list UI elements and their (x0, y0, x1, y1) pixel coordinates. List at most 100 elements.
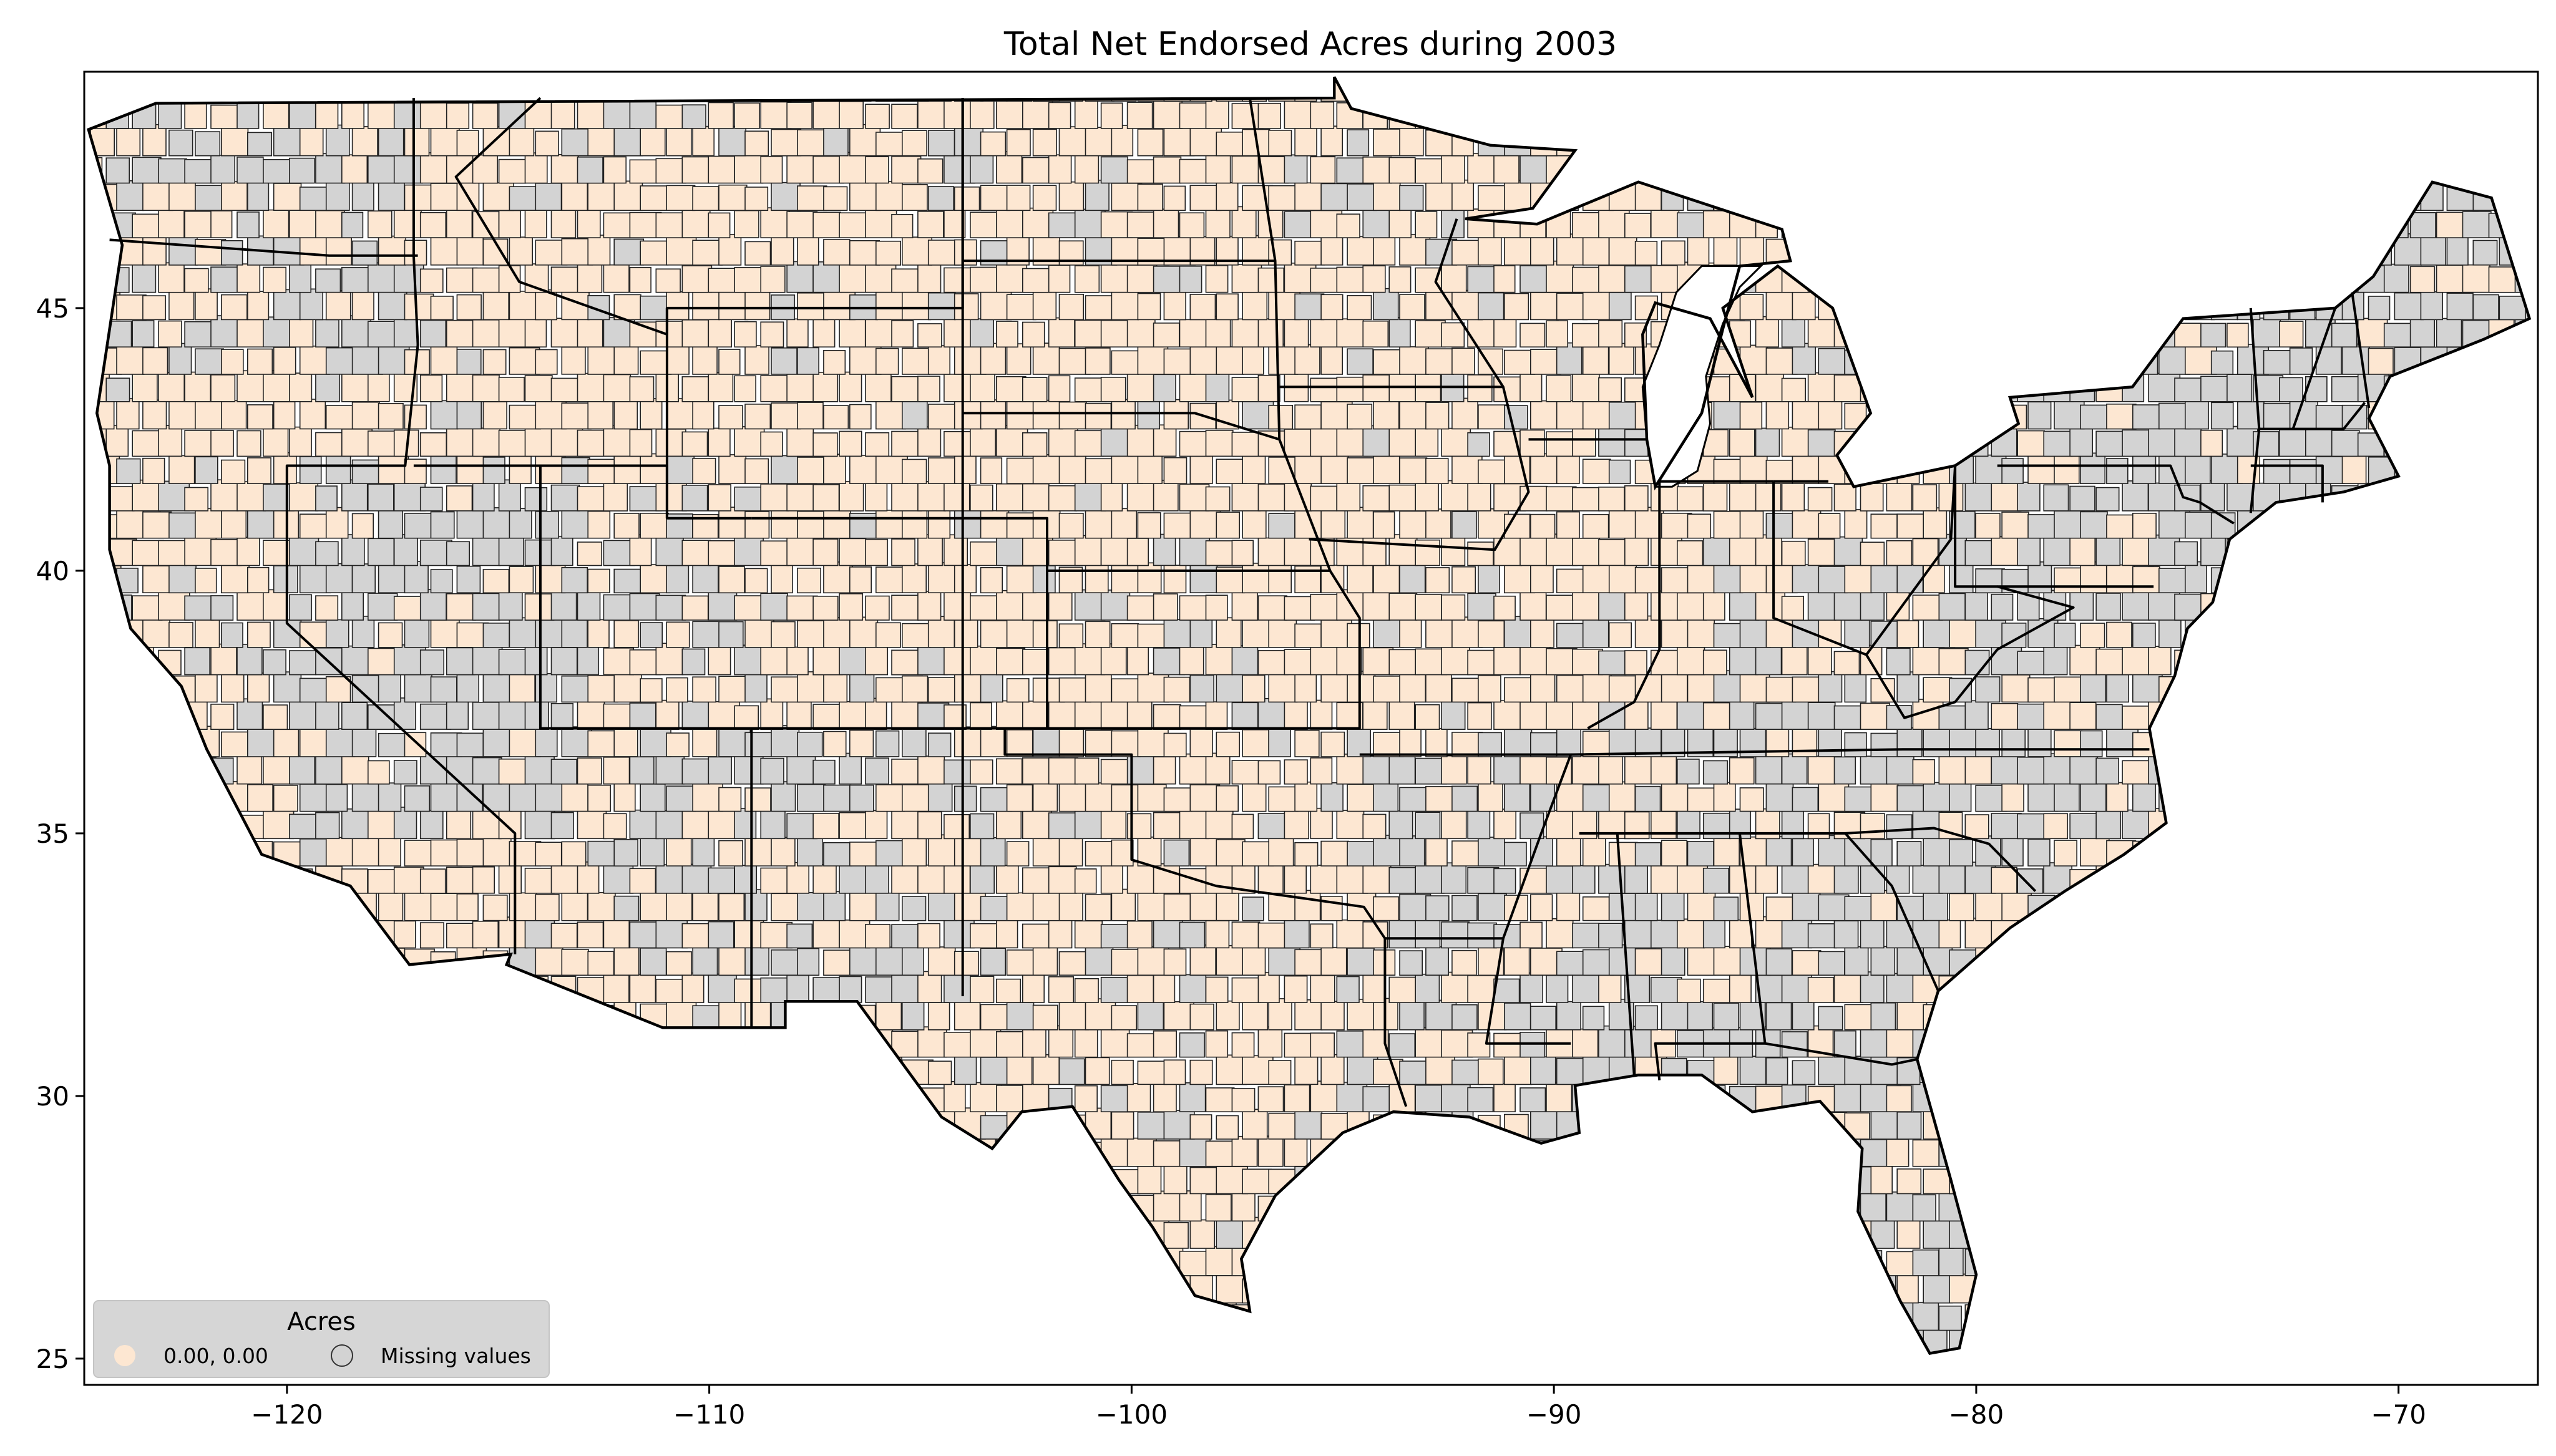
county-polygon (1347, 561, 1373, 594)
county-polygon (1373, 180, 1401, 211)
county-polygon (629, 159, 658, 184)
county-polygon (342, 47, 366, 74)
county-polygon (367, 372, 390, 402)
county-polygon (2054, 623, 2076, 648)
county-polygon (2315, 405, 2346, 430)
county-polygon (1425, 673, 1452, 703)
county-polygon (1729, 588, 1760, 621)
county-polygon (1320, 840, 1350, 866)
county-polygon (970, 49, 995, 74)
county-polygon (970, 759, 993, 785)
county-polygon (1807, 923, 1837, 949)
county-polygon (1399, 787, 1427, 812)
county-polygon (1519, 534, 1551, 566)
county-polygon (578, 49, 599, 74)
county-polygon (404, 404, 427, 430)
county-polygon (666, 889, 693, 921)
county-polygon (1242, 507, 1267, 539)
county-polygon (1546, 595, 1574, 621)
county-polygon (237, 319, 267, 348)
county-polygon (970, 595, 1000, 621)
county-polygon (1729, 646, 1758, 676)
county-polygon (1373, 781, 1399, 812)
county-polygon (2069, 702, 2097, 730)
county-polygon (1058, 834, 1083, 866)
county-polygon (1362, 700, 1388, 730)
county-polygon (1284, 918, 1310, 949)
county-polygon (1546, 320, 1569, 348)
county-polygon (1530, 349, 1562, 375)
county-polygon (902, 459, 927, 484)
county-polygon (1677, 862, 1709, 894)
county-polygon (1938, 863, 1966, 894)
state-boundary (539, 465, 753, 1028)
county-polygon (1451, 179, 1474, 211)
county-polygon (1294, 949, 1325, 976)
county-polygon (2069, 813, 2098, 840)
county-polygon (509, 892, 537, 921)
county-polygon (1111, 125, 1134, 157)
county-polygon (708, 102, 734, 129)
county-polygon (1320, 896, 1343, 921)
county-polygon (325, 347, 354, 375)
county-polygon (666, 125, 692, 157)
county-polygon (1870, 838, 1893, 866)
county-polygon (1572, 972, 1604, 1003)
county-polygon (1310, 646, 1341, 676)
county-polygon (404, 672, 432, 703)
county-polygon (1896, 999, 1928, 1031)
county-polygon (1938, 593, 1966, 621)
county-polygon (1923, 561, 1945, 594)
county-polygon (378, 235, 406, 266)
county-polygon (587, 397, 614, 430)
county-polygon (509, 508, 532, 539)
county-polygon (2263, 349, 2293, 375)
county-polygon (1661, 891, 1685, 921)
county-polygon (1781, 1031, 1808, 1058)
county-polygon (865, 432, 890, 457)
county-polygon (1048, 212, 1080, 238)
county-polygon (535, 289, 557, 321)
county-polygon (1231, 645, 1259, 676)
county-polygon (1032, 185, 1057, 211)
county-polygon (1216, 1219, 1247, 1249)
county-polygon (2027, 401, 2052, 430)
county-polygon (1582, 618, 1609, 648)
county-polygon (996, 916, 1018, 949)
county-polygon (1231, 813, 1254, 840)
county-polygon (954, 890, 986, 921)
county-polygon (1713, 1055, 1739, 1085)
county-polygon (1634, 566, 1661, 594)
county-polygon (561, 402, 592, 430)
county-polygon (1032, 620, 1058, 648)
county-polygon (902, 399, 928, 430)
county-polygon (1818, 727, 1842, 757)
county-polygon (1294, 890, 1321, 921)
county-polygon (1939, 43, 1964, 74)
county-polygon (577, 591, 601, 621)
county-polygon (1425, 402, 1450, 430)
county-polygon (1792, 838, 1814, 866)
county-polygon (105, 425, 129, 457)
county-polygon (1257, 1026, 1283, 1058)
county-polygon (1022, 1083, 1050, 1113)
county-polygon (1100, 102, 1123, 129)
county-polygon (1336, 754, 1365, 785)
county-polygon (2054, 455, 2080, 484)
county-polygon (954, 999, 981, 1031)
county-polygon (1231, 318, 1263, 347)
county-polygon (927, 292, 956, 321)
county-polygon (1205, 644, 1233, 676)
county-polygon (1687, 946, 1717, 976)
county-polygon (1582, 459, 1611, 484)
county-polygon (195, 131, 221, 157)
county-polygon (2541, 646, 2556, 674)
county-polygon (430, 511, 455, 539)
county-polygon (1189, 510, 1221, 539)
county-polygon (220, 459, 246, 484)
county-polygon (550, 99, 575, 129)
county-polygon (640, 564, 671, 594)
county-polygon (316, 47, 342, 74)
county-polygon (524, 426, 555, 457)
county-polygon (1504, 616, 1533, 648)
